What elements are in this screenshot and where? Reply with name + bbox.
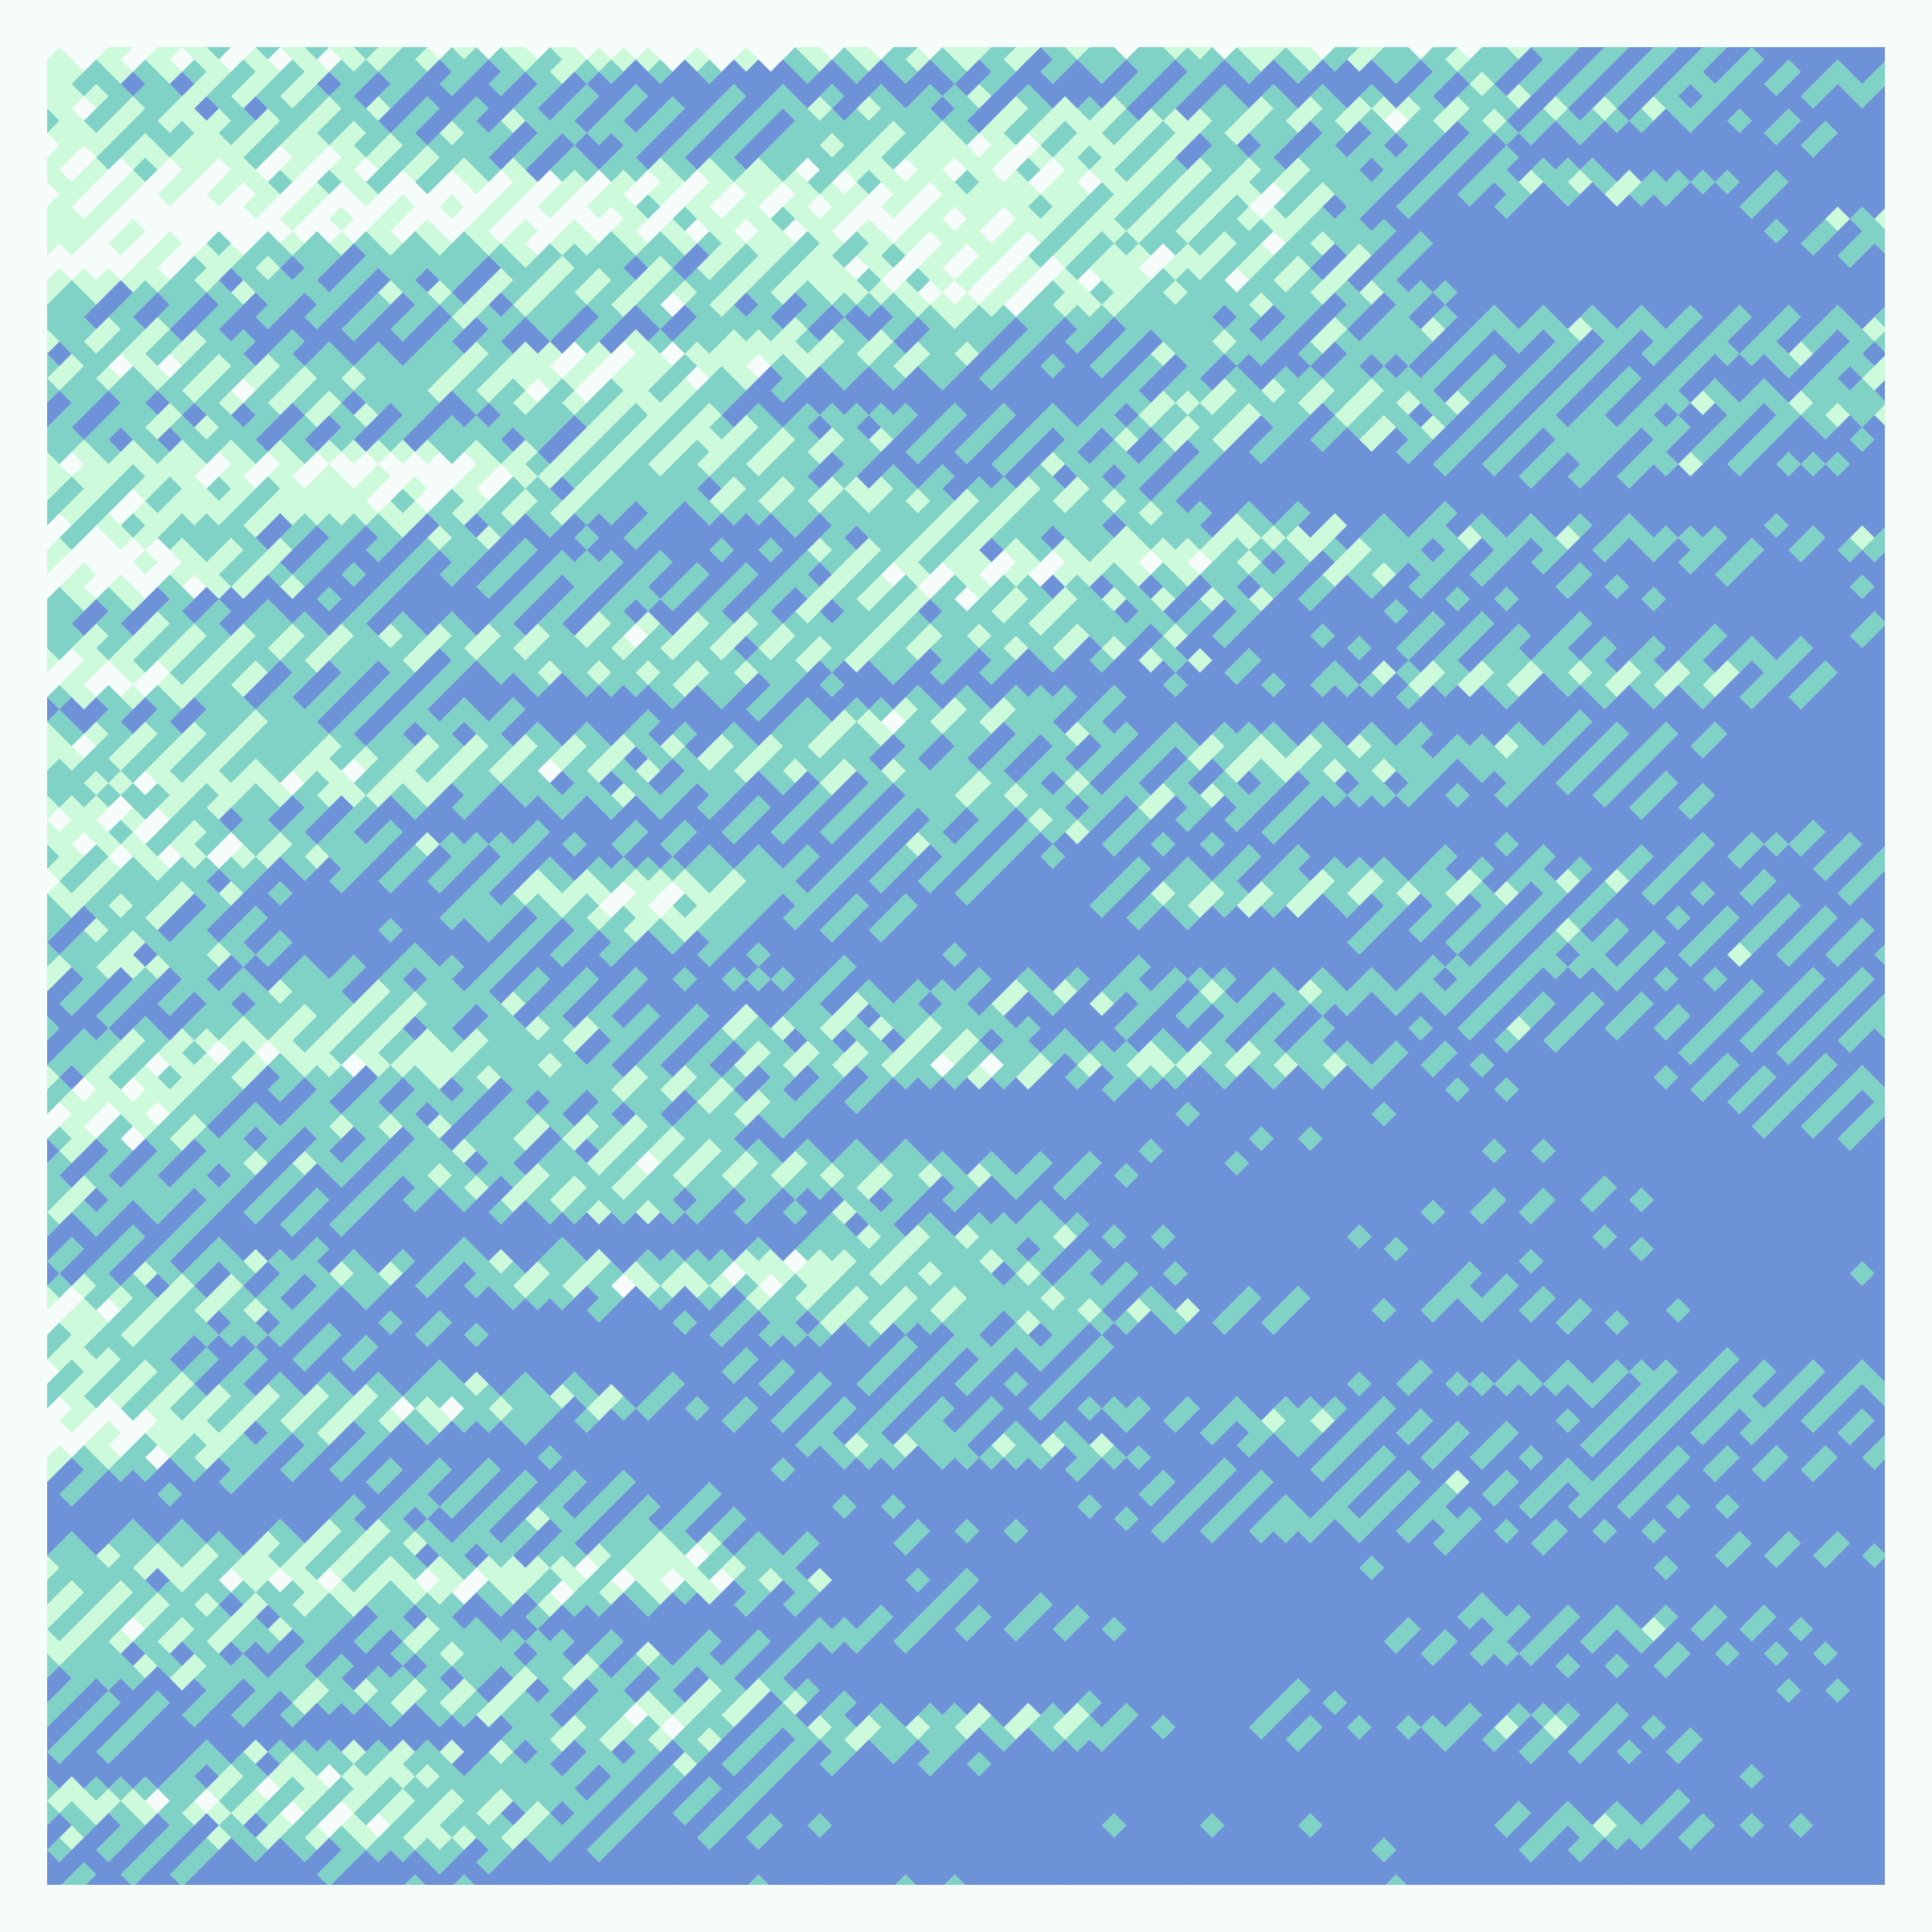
cell-field xyxy=(47,47,1885,1885)
color-cells xyxy=(47,47,1885,1885)
color-cells xyxy=(47,47,1482,1838)
color-cells xyxy=(47,47,1885,1885)
